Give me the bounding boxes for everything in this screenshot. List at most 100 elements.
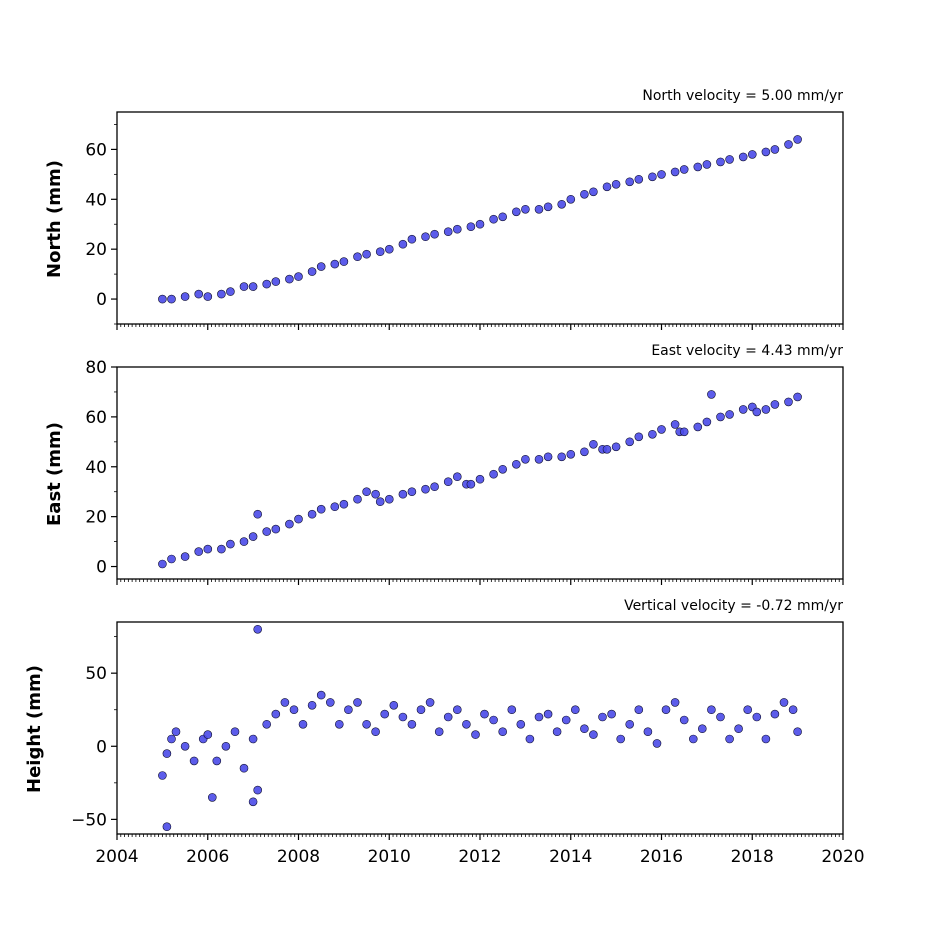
data-point	[688, 734, 698, 744]
data-point	[398, 712, 408, 722]
data-point	[738, 405, 748, 414]
data-point	[253, 624, 263, 634]
data-point	[407, 234, 417, 244]
data-point	[330, 259, 340, 269]
data-point	[511, 207, 521, 217]
data-point	[203, 730, 213, 739]
data-point	[307, 509, 317, 519]
data-point	[248, 532, 258, 541]
y-tick-label: 40	[85, 190, 107, 210]
data-point	[761, 147, 771, 157]
x-tick-label: 2008	[277, 847, 320, 867]
data-point	[580, 724, 589, 734]
data-point	[743, 705, 753, 715]
data-point	[589, 439, 598, 449]
data-point	[670, 420, 680, 429]
data-point	[657, 170, 666, 179]
data-point	[516, 719, 526, 729]
data-point	[167, 294, 176, 304]
data-point	[262, 279, 272, 289]
data-point	[280, 698, 290, 707]
data-point	[648, 172, 657, 182]
y-tick-label: −50	[71, 810, 107, 830]
data-point	[398, 489, 408, 499]
data-point	[498, 727, 508, 737]
data-point	[421, 484, 430, 494]
x-tick-label: 2016	[640, 847, 683, 867]
data-point	[384, 494, 394, 504]
data-point	[375, 497, 385, 507]
axis-ticks: 0 20 40 60	[85, 124, 844, 330]
data-point	[339, 257, 349, 266]
data-point	[498, 464, 508, 474]
data-point	[294, 272, 303, 281]
data-point	[761, 734, 771, 744]
panel-title: Vertical velocity = -0.72 mm/yr	[624, 598, 843, 614]
data-point	[693, 422, 703, 432]
data-point	[362, 487, 371, 497]
data-point	[670, 698, 680, 707]
data-point	[580, 447, 589, 457]
data-point	[239, 537, 249, 546]
x-tick-label: 2006	[186, 847, 229, 867]
y-tick-label: 0	[96, 558, 107, 578]
data-point	[208, 793, 217, 802]
data-point	[602, 444, 612, 454]
data-point	[375, 247, 385, 256]
data-point	[430, 229, 439, 239]
data-point	[285, 519, 294, 529]
data-points	[158, 390, 802, 569]
y-tick-label: 80	[85, 358, 107, 378]
data-point	[285, 274, 294, 284]
data-point	[770, 400, 780, 409]
data-point	[489, 214, 498, 224]
data-point	[697, 724, 707, 734]
data-point	[217, 544, 226, 554]
data-point	[707, 705, 716, 715]
data-point	[607, 709, 616, 719]
data-point	[716, 712, 725, 722]
data-point	[443, 227, 453, 236]
data-point	[784, 140, 793, 149]
data-point	[661, 705, 671, 715]
data-point	[226, 539, 235, 549]
data-point	[734, 724, 743, 734]
data-point	[294, 514, 303, 524]
data-point	[189, 756, 199, 766]
data-point	[371, 727, 380, 737]
y-axis-label: Height (mm)	[24, 665, 45, 793]
data-point	[212, 756, 222, 766]
data-point	[770, 145, 780, 154]
data-point	[230, 727, 240, 737]
data-point	[239, 763, 249, 773]
data-point	[203, 292, 213, 301]
data-point	[784, 397, 793, 407]
data-point	[180, 292, 190, 301]
data-point	[521, 454, 530, 464]
data-point	[362, 719, 371, 729]
data-point	[738, 152, 748, 162]
data-point	[248, 797, 258, 807]
data-point	[707, 390, 716, 399]
data-point	[652, 739, 662, 748]
data-point	[452, 224, 462, 234]
plot-frame	[116, 621, 844, 835]
data-point	[475, 219, 485, 229]
data-point	[262, 527, 272, 536]
data-point	[725, 410, 734, 419]
data-point	[616, 734, 626, 744]
data-point	[339, 499, 349, 509]
data-point	[158, 559, 167, 569]
data-point	[221, 741, 231, 751]
data-point	[557, 452, 567, 462]
panel-height: Vertical velocity = -0.72 mm/yr Height (…	[24, 598, 865, 867]
data-point	[489, 469, 498, 479]
x-tick-label: 2020	[821, 847, 864, 867]
data-point	[167, 734, 176, 744]
data-point	[648, 429, 657, 439]
data-point	[489, 715, 498, 725]
data-point	[371, 489, 380, 499]
data-point	[398, 239, 408, 249]
data-point	[462, 719, 471, 729]
data-point	[180, 741, 190, 751]
